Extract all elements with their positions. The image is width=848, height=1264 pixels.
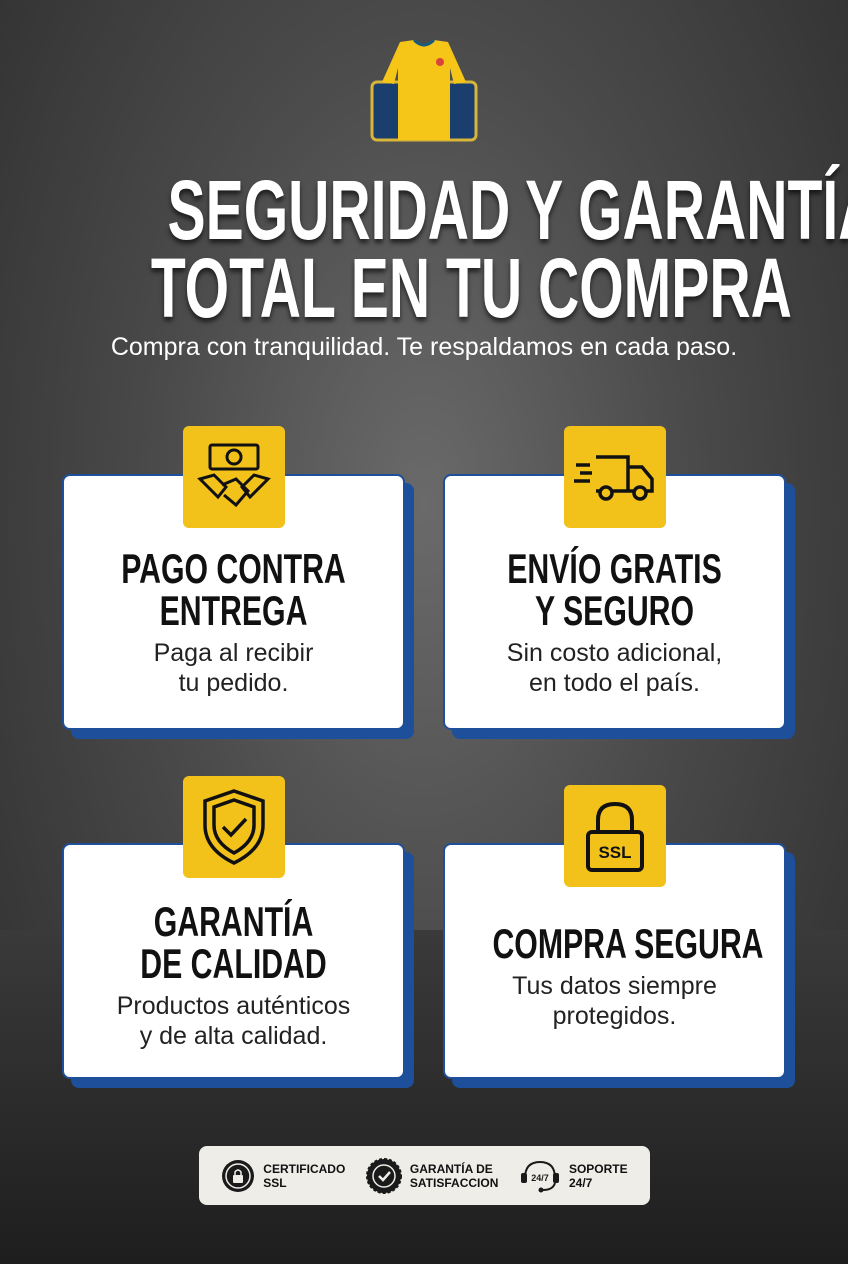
feature-card-quality-guarantee: GARANTÍA DE CALIDAD Productos auténticos y… xyxy=(62,843,405,1079)
ssl-lock-icon: SSL xyxy=(564,785,666,887)
card-text: Sin costo adicional, xyxy=(506,639,723,667)
badge-label: SOPORTE xyxy=(568,1161,628,1176)
delivery-truck-icon xyxy=(564,426,666,528)
ssl-label: SSL xyxy=(598,843,631,862)
card-text: Tus datos siempre xyxy=(512,972,717,1000)
card-text: y de alta calidad. xyxy=(139,1022,328,1050)
card-title: COMPRA SEGURA xyxy=(492,920,764,967)
check-seal-icon xyxy=(365,1157,402,1194)
trust-badges-bar: CERTIFICADO SSL GARANTÍA DE SATISFACCION 2… xyxy=(199,1146,650,1205)
jersey-image xyxy=(370,38,478,142)
card-title: ENTREGA xyxy=(159,587,308,634)
lock-seal-icon xyxy=(222,1159,255,1192)
card-title: GARANTÍA xyxy=(153,898,314,945)
card-title: DE CALIDAD xyxy=(140,940,327,987)
card-text: tu pedido. xyxy=(178,669,289,697)
card-title: Y SEGURO xyxy=(534,587,695,634)
badge-label: 24/7 xyxy=(568,1175,593,1190)
badge-satisfaction-guarantee: GARANTÍA DE SATISFACCION xyxy=(365,1157,499,1194)
card-text: protegidos. xyxy=(552,1002,677,1030)
shield-check-icon xyxy=(183,776,285,878)
page-title-line2: TOTAL EN TU COMPRA xyxy=(150,241,792,335)
badge-label: SSL xyxy=(263,1175,287,1190)
card-text: Productos auténticos xyxy=(116,992,351,1020)
card-title: ENVÍO GRATIS xyxy=(507,545,722,592)
badge-support: 24/7 SOPORTE 24/7 xyxy=(519,1158,628,1194)
page-title-line1: SEGURIDAD Y GARANTÍA xyxy=(167,163,848,257)
handshake-money-icon xyxy=(183,426,285,528)
card-text: en todo el país. xyxy=(529,669,700,697)
page-subtitle: Compra con tranquilidad. Te respaldamos … xyxy=(110,333,738,361)
feature-card-cash-on-delivery: PAGO CONTRA ENTREGA Paga al recibir tu ped… xyxy=(62,474,405,730)
badge-label: CERTIFICADO xyxy=(263,1161,346,1176)
badge-label: SATISFACCION xyxy=(409,1175,499,1190)
headset-icon: 24/7 xyxy=(520,1160,559,1192)
card-title: PAGO CONTRA xyxy=(121,545,346,592)
badge-ssl-certificate: CERTIFICADO SSL xyxy=(221,1159,345,1193)
card-text: Paga al recibir xyxy=(153,639,314,667)
headset-label: 24/7 xyxy=(531,1173,549,1183)
badge-label: GARANTÍA DE xyxy=(409,1161,493,1176)
